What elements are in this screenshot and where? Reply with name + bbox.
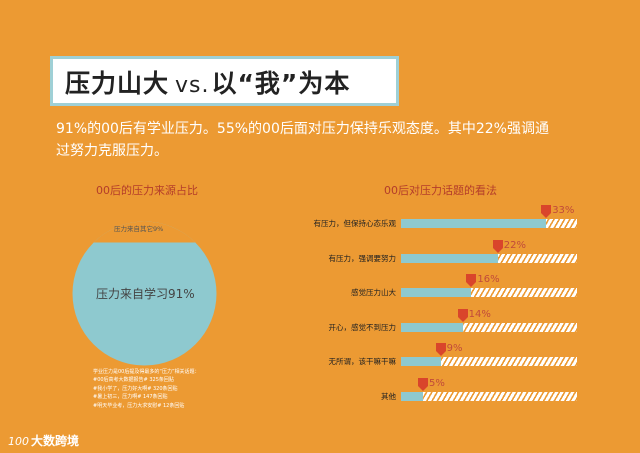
bar-value-label: 33%: [552, 205, 575, 216]
bar-track: [401, 357, 577, 366]
bar-value-label: 5%: [429, 377, 445, 389]
bar-fill: [401, 357, 441, 366]
bar-category-label: 感觉压力山大: [351, 288, 396, 297]
notes-title: 学业压力是00后提及得最多的“压力”相关话题：: [93, 369, 200, 375]
pie-label-study: 压力来自学习91%: [96, 287, 195, 301]
bar-track: [401, 219, 577, 228]
bar-value-label: 22%: [503, 239, 527, 251]
bar-value-marker: [457, 308, 468, 322]
title-part-2: 以“我”为本: [211, 69, 351, 98]
bar-category-label: 开心，感觉不到压力: [328, 322, 397, 332]
note-line: #我小学了，压力好大啊# 320条回贴: [93, 385, 178, 392]
bar-fill: [401, 219, 547, 228]
bar-value-label: 16%: [477, 274, 500, 285]
bar-track: [401, 288, 577, 297]
bar-value-label: 9%: [446, 343, 463, 354]
title-banner: 压力山大 vs.以“我”为本: [53, 59, 396, 103]
logo-mark: 100: [8, 435, 29, 448]
bar-fill: [401, 391, 423, 401]
bar-track: [401, 322, 577, 332]
bar-value-label: 14%: [468, 308, 491, 320]
bar-fill: [401, 322, 463, 332]
bar-value-marker: [418, 377, 428, 391]
note-line: #明天毕业考，压力大求安慰# 12条回贴: [93, 402, 185, 409]
bar-value-marker: [435, 343, 446, 356]
bar-track: [401, 253, 577, 263]
bar-value-marker: [492, 239, 503, 253]
logo-text: 大数跨境: [31, 434, 80, 448]
bar-track: [401, 391, 577, 401]
pie-chart: [72, 221, 217, 366]
bar-fill: [401, 253, 498, 263]
pie-slice-study: [72, 221, 217, 366]
pie-chart-title: 00后的压力来源占比: [96, 184, 198, 197]
brand-logo: 100 大数跨境: [8, 432, 79, 449]
bar-value-marker: [541, 205, 552, 218]
bar-chart-title: 00后对压力话题的看法: [384, 184, 497, 197]
pie-label-other: 压力来自其它9%: [114, 225, 164, 233]
summary-text: 91%的00后有学业压力。55%的00后面对压力保持乐观态度。其中22%强调通过…: [56, 121, 549, 159]
note-line: #00后高考大数据报告# 325条回贴: [93, 377, 174, 384]
bar-category-label: 其他: [381, 391, 396, 401]
bar-category-label: 无所谓，该干嘛干嘛: [328, 357, 397, 366]
note-line: #暑上初三，压力啊# 147条回贴: [93, 394, 168, 401]
bar-value-marker: [466, 274, 477, 287]
page-title: 压力山大 vs.以“我”为本: [65, 64, 350, 100]
title-part-1: 压力山大: [65, 69, 170, 98]
bar-fill: [401, 288, 472, 297]
bar-category-label: 有压力，但保持心态乐观: [313, 219, 397, 228]
title-vs: vs.: [175, 73, 210, 98]
pie-slice-other: [93, 221, 196, 243]
pie-notes: 学业压力是00后提及得最多的“压力”相关话题： #00后高考大数据报告# 325…: [93, 368, 200, 410]
bar-category-label: 有压力，强调要努力: [328, 253, 397, 263]
